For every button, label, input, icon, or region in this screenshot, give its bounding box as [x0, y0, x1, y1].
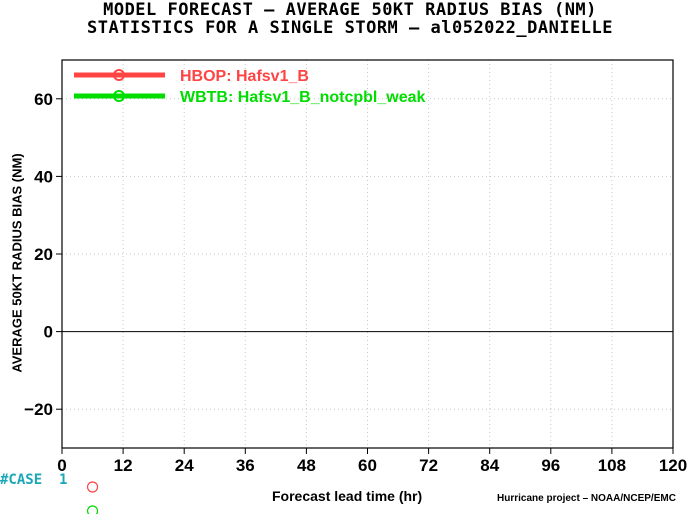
- legend-marker: [113, 69, 125, 81]
- chart-title: MODEL FORECAST – AVERAGE 50KT RADIUS BIA…: [103, 0, 597, 20]
- legend-label: WBTB: Hafsv1_B_notcpbl_weak: [180, 89, 425, 106]
- x-tick-label: 84: [480, 456, 499, 475]
- x-tick-label: 36: [236, 456, 255, 475]
- x-tick-label: 108: [598, 456, 626, 475]
- x-tick-label: 120: [659, 456, 687, 475]
- case-count-value: 1: [59, 472, 68, 488]
- plot-frame: [61, 59, 674, 449]
- x-tick-label: 96: [541, 456, 560, 475]
- y-tick-label: 60: [34, 90, 53, 109]
- case-label-text: #CASE: [0, 472, 43, 488]
- x-tick-label: 0: [57, 456, 66, 475]
- case-marker: [86, 505, 99, 514]
- y-axis-label: AVERAGE 50KT RADIUS BIAS (NM): [9, 153, 25, 373]
- legend-label: HBOP: Hafsv1_B: [180, 68, 309, 85]
- legend-marker: [113, 90, 125, 102]
- chart-subtitle: STATISTICS FOR A SINGLE STORM – al052022…: [86, 18, 613, 38]
- case-count-label: #CASE 1: [0, 472, 67, 488]
- x-axis-label: Forecast lead time (hr): [272, 488, 423, 504]
- y-tick-label: 0: [44, 323, 53, 342]
- x-tick-label: 24: [175, 456, 194, 475]
- x-tick-label: 12: [114, 456, 133, 475]
- credit-text: Hurricane project – NOAA/NCEP/EMC: [497, 493, 676, 504]
- case-marker: [86, 481, 99, 493]
- y-tick-label: −20: [24, 400, 53, 419]
- x-tick-label: 48: [297, 456, 316, 475]
- y-tick-label: 40: [34, 167, 53, 186]
- y-tick-label: 20: [34, 245, 53, 264]
- x-tick-label: 60: [358, 456, 377, 475]
- x-tick-label: 72: [419, 456, 438, 475]
